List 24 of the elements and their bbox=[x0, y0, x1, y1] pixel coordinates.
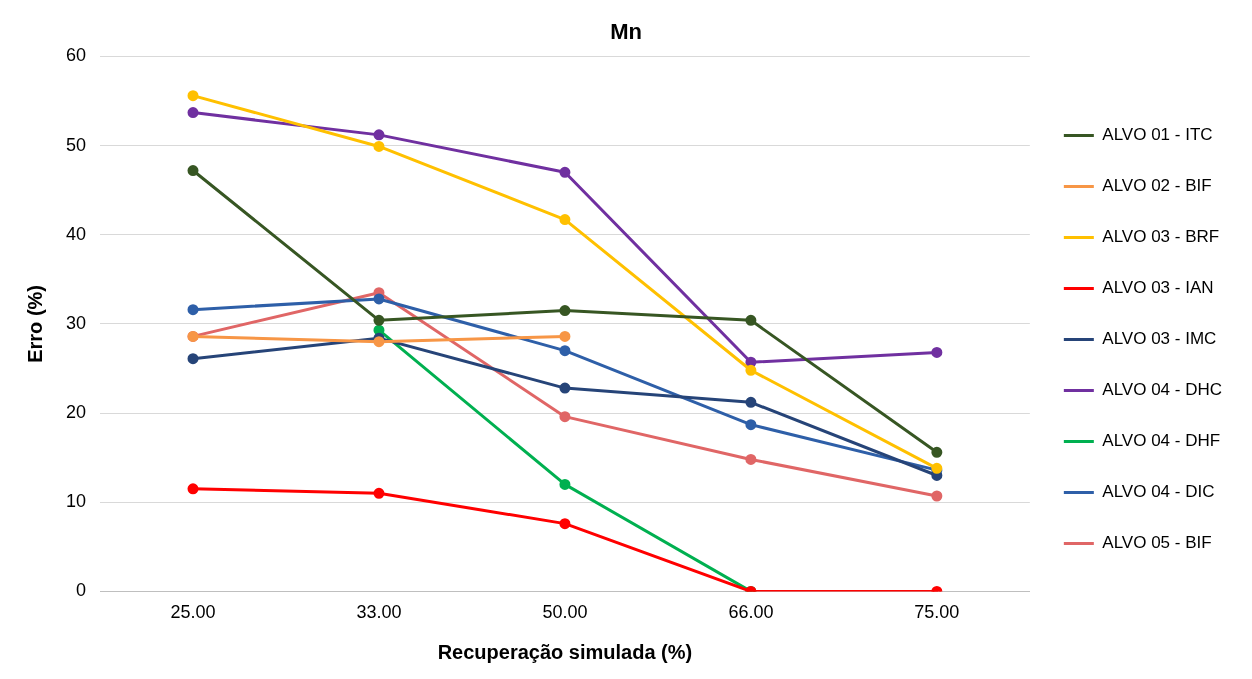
y-tick-label: 0 bbox=[76, 580, 87, 601]
x-tick-label: 75.00 bbox=[914, 602, 960, 623]
y-tick-label: 60 bbox=[65, 45, 87, 66]
legend-label: ALVO 03 - IAN bbox=[1102, 278, 1214, 298]
legend-label: ALVO 04 - DHC bbox=[1102, 380, 1223, 400]
x-tick-label: 66.00 bbox=[728, 602, 774, 623]
x-tick-label: 50.00 bbox=[542, 602, 588, 623]
y-tick-label: 50 bbox=[65, 134, 87, 155]
legend-label: ALVO 05 - BIF bbox=[1102, 533, 1212, 553]
x-tick-label: 33.00 bbox=[356, 602, 402, 623]
y-tick-label: 40 bbox=[65, 223, 87, 244]
y-tick-label: 10 bbox=[65, 491, 87, 512]
y-tick-label: 20 bbox=[65, 402, 87, 423]
y-tick-label: 30 bbox=[65, 312, 87, 333]
legend-label: ALVO 04 - DIC bbox=[1102, 482, 1215, 502]
y-axis-title: Erro (%) bbox=[23, 285, 46, 363]
legend-label: ALVO 03 - IMC bbox=[1102, 329, 1217, 349]
chart-title: Mn bbox=[610, 19, 642, 45]
legend-label: ALVO 04 - DHF bbox=[1102, 431, 1221, 451]
legend-label: ALVO 01 - ITC bbox=[1102, 125, 1213, 145]
x-axis-title: Recuperação simulada (%) bbox=[437, 640, 693, 663]
legend-label: ALVO 03 - BRF bbox=[1102, 227, 1220, 247]
x-tick-label: 25.00 bbox=[170, 602, 216, 623]
legend-label: ALVO 02 - BIF bbox=[1102, 176, 1212, 196]
